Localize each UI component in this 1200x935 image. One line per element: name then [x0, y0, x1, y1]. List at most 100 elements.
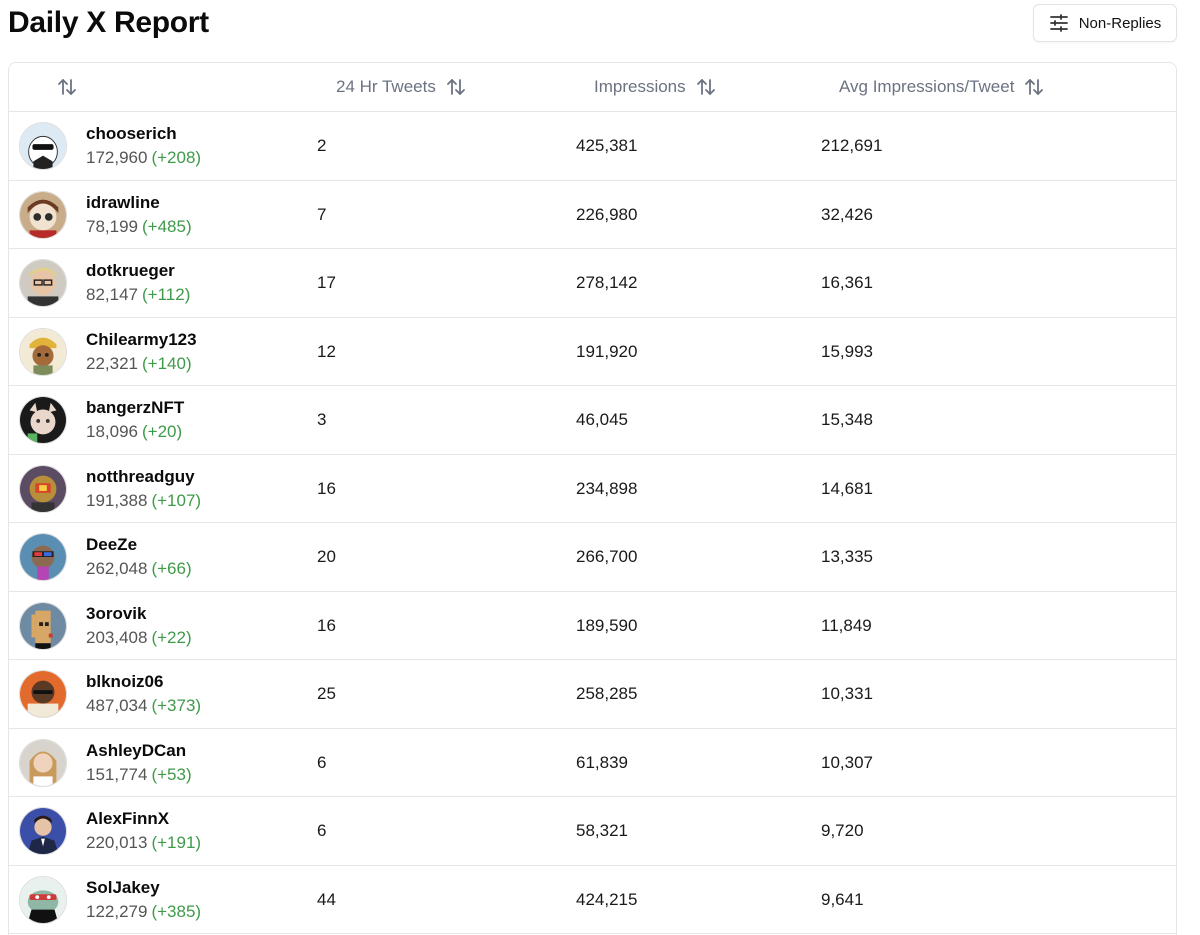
follower-total: 220,013: [86, 833, 148, 852]
username[interactable]: AshleyDCan: [86, 740, 187, 760]
username[interactable]: AlexFinnX: [86, 809, 170, 828]
sort-avg-header[interactable]: Avg Impressions/Tweet: [839, 63, 1044, 111]
tweets-cell: 3: [317, 410, 327, 429]
avatar[interactable]: [19, 875, 67, 924]
impressions-column-label: Impressions: [594, 77, 686, 96]
follower-delta: (+485): [142, 216, 192, 236]
follower-count: 82,147 (+112): [86, 285, 190, 305]
follower-delta: (+373): [151, 696, 202, 715]
sort-tweets-header[interactable]: 24 Hr Tweets: [336, 63, 466, 111]
table-row[interactable]: notthreadguy 191,388 (+107) 16 234,898 14,681: [9, 455, 1176, 523]
follower-delta: (+112): [142, 285, 191, 304]
avatar[interactable]: [19, 670, 67, 718]
tweets-cell: 16: [317, 615, 336, 635]
username[interactable]: DeeZe: [86, 535, 138, 554]
follower-total: 78,199: [86, 216, 138, 236]
avg-impressions-cell: 10,331: [821, 684, 873, 703]
follower-count: 18,096 (+20): [86, 422, 182, 442]
impressions-cell: 234,898: [576, 478, 638, 498]
tweets-cell: 2: [317, 136, 327, 155]
sort-impressions-header[interactable]: Impressions: [594, 63, 716, 111]
username[interactable]: dotkrueger: [86, 261, 175, 280]
username[interactable]: chooserich: [86, 124, 177, 143]
avatar[interactable]: [19, 327, 67, 376]
sort-user-header[interactable]: [47, 63, 77, 111]
username[interactable]: notthreadguy: [86, 466, 195, 486]
avg-column-label: Avg Impressions/Tweet: [839, 77, 1015, 96]
follower-total: 172,960: [86, 148, 148, 167]
table-row[interactable]: AlexFinnX 220,013 (+191) 6 58,321 9,720: [9, 797, 1176, 866]
tweets-cell: 17: [317, 273, 336, 292]
follower-count: 22,321 (+140): [86, 354, 192, 374]
impressions-cell: 58,321: [576, 821, 628, 840]
non-replies-label: Non-Replies: [1078, 14, 1162, 32]
tweets-cell: 12: [317, 341, 336, 361]
table-body: chooserich 172,960 (+208) 2 425,381 212,691 id…: [9, 112, 1176, 934]
follower-delta: (+385): [151, 901, 202, 921]
avatar[interactable]: [19, 738, 67, 787]
avatar[interactable]: [19, 807, 67, 855]
username[interactable]: bangerzNFT: [86, 398, 185, 417]
impressions-cell: 424,215: [576, 889, 638, 909]
impressions-cell: 258,285: [576, 684, 638, 703]
follower-delta: (+140): [142, 353, 192, 373]
follower-count: 151,774 (+53): [86, 765, 192, 785]
follower-delta: (+191): [151, 833, 202, 852]
impressions-cell: 278,142: [576, 273, 638, 292]
username[interactable]: SolJakey: [86, 877, 160, 897]
table-row[interactable]: Chilearmy123 22,321 (+140) 12 191,920 15,993: [9, 318, 1176, 386]
tweets-column-label: 24 Hr Tweets: [336, 77, 436, 96]
follower-count: 172,960 (+208): [86, 148, 201, 168]
impressions-cell: 226,980: [576, 204, 638, 224]
follower-total: 203,408: [86, 627, 148, 647]
tweets-cell: 16: [317, 478, 336, 498]
impressions-cell: 191,920: [576, 341, 638, 361]
follower-count: 78,199 (+485): [86, 217, 192, 237]
tweets-cell: 20: [317, 547, 336, 566]
table-row[interactable]: chooserich 172,960 (+208) 2 425,381 212,691: [9, 112, 1176, 181]
avg-impressions-cell: 15,993: [821, 341, 873, 361]
impressions-cell: 425,381: [576, 136, 638, 155]
sort-arrows-icon: [57, 78, 77, 96]
page-title: Daily X Report: [8, 6, 209, 39]
avg-impressions-cell: 11,849: [821, 615, 872, 635]
avg-impressions-cell: 15,348: [821, 410, 873, 429]
table-row[interactable]: 3orovik 203,408 (+22) 16 189,590 11,849: [9, 592, 1176, 660]
table-row[interactable]: dotkrueger 82,147 (+112) 17 278,142 16,361: [9, 249, 1176, 318]
sliders-icon: [1049, 14, 1069, 32]
avg-impressions-cell: 13,335: [821, 547, 873, 566]
username[interactable]: blknoiz06: [86, 672, 164, 691]
sort-arrows-icon: [446, 78, 466, 96]
follower-count: 487,034 (+373): [86, 696, 201, 716]
username[interactable]: 3orovik: [86, 603, 147, 623]
tweets-cell: 25: [317, 684, 336, 703]
avatar[interactable]: [19, 533, 67, 581]
username[interactable]: idrawline: [86, 192, 160, 212]
follower-total: 151,774: [86, 764, 148, 784]
table-row[interactable]: DeeZe 262,048 (+66) 20 266,700 13,335: [9, 523, 1176, 592]
avatar[interactable]: [19, 464, 67, 513]
impressions-cell: 46,045: [576, 410, 628, 429]
non-replies-filter-button[interactable]: Non-Replies: [1033, 4, 1177, 42]
table-row[interactable]: AshleyDCan 151,774 (+53) 6 61,839 10,307: [9, 729, 1176, 797]
table-row[interactable]: SolJakey 122,279 (+385) 44 424,215 9,641: [9, 866, 1176, 934]
follower-delta: (+20): [142, 422, 183, 441]
avatar[interactable]: [19, 259, 67, 307]
avatar[interactable]: [19, 190, 67, 239]
avatar[interactable]: [19, 601, 67, 650]
follower-count: 220,013 (+191): [86, 833, 201, 853]
avg-impressions-cell: 16,361: [821, 273, 873, 292]
table-row[interactable]: bangerzNFT 18,096 (+20) 3 46,045 15,348: [9, 386, 1176, 455]
avatar[interactable]: [19, 396, 67, 444]
follower-count: 262,048 (+66): [86, 559, 192, 579]
avatar[interactable]: [19, 122, 67, 170]
follower-delta: (+107): [151, 490, 202, 510]
avg-impressions-cell: 9,720: [821, 821, 864, 840]
table-row[interactable]: blknoiz06 487,034 (+373) 25 258,285 10,331: [9, 660, 1176, 729]
follower-delta: (+66): [151, 559, 192, 578]
tweets-cell: 6: [317, 821, 327, 840]
table-row[interactable]: idrawline 78,199 (+485) 7 226,980 32,426: [9, 181, 1176, 249]
follower-total: 18,096: [86, 422, 138, 441]
username[interactable]: Chilearmy123: [86, 329, 197, 349]
